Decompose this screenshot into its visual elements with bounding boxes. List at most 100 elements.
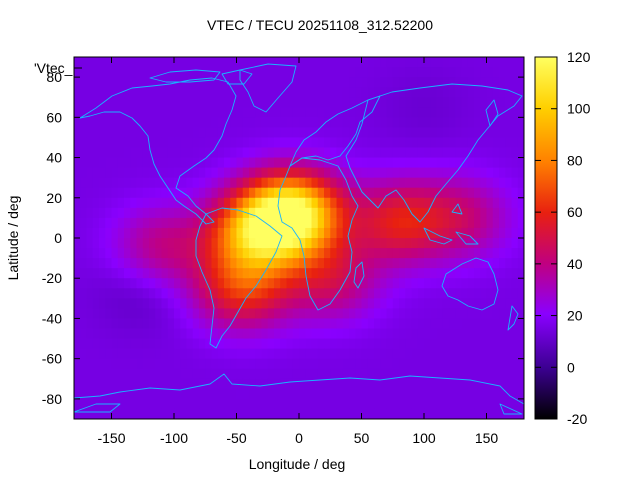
heatmap-cell (374, 117, 381, 128)
heatmap-cell (205, 388, 213, 400)
heatmap-cell (517, 137, 524, 149)
heatmap-cell (192, 408, 200, 419)
heatmap-cell (399, 408, 406, 419)
heatmap-cell (474, 328, 481, 340)
heatmap-cell (261, 378, 269, 390)
heatmap-cell (342, 177, 350, 189)
heatmap-cell (386, 248, 394, 259)
heatmap-cell (149, 77, 156, 88)
heatmap-cell (324, 238, 331, 249)
heatmap-cell (274, 338, 281, 350)
heatmap-cell (286, 207, 294, 219)
heatmap-cell (130, 187, 138, 199)
heatmap-cell (499, 308, 506, 320)
heatmap-cell (492, 87, 500, 98)
heatmap-cell (411, 177, 419, 189)
heatmap-cell (424, 97, 431, 108)
heatmap-cell (511, 358, 519, 370)
heatmap-cell (336, 258, 344, 269)
heatmap-cell (92, 67, 100, 78)
heatmap-cell (386, 187, 394, 199)
heatmap-cell (386, 147, 394, 159)
heatmap-cell (330, 408, 338, 419)
heatmap-cell (230, 408, 238, 419)
heatmap-cell (399, 298, 406, 309)
heatmap-cell (386, 268, 394, 279)
heatmap-cell (342, 348, 350, 360)
heatmap-cell (517, 147, 524, 159)
heatmap-cell (367, 97, 375, 108)
heatmap-cell (467, 278, 475, 289)
heatmap-cell (180, 268, 188, 279)
heatmap-cell (286, 177, 294, 189)
heatmap-cell (299, 227, 306, 239)
heatmap-cell (311, 87, 319, 98)
heatmap-cell (292, 217, 300, 229)
heatmap-cell (167, 328, 175, 340)
heatmap-cell (492, 328, 500, 340)
heatmap-cell (136, 248, 144, 259)
heatmap-cell (167, 288, 175, 299)
heatmap-cell (467, 147, 475, 159)
heatmap-cell (486, 167, 494, 179)
heatmap-cell (99, 308, 106, 320)
heatmap-cell (405, 298, 413, 309)
heatmap-cell (261, 288, 269, 299)
heatmap-cell (324, 187, 331, 199)
heatmap-cell (105, 368, 113, 380)
heatmap-cell (117, 137, 125, 149)
heatmap-cell (142, 398, 150, 410)
heatmap-cell (361, 248, 369, 259)
heatmap-cell (336, 388, 344, 400)
heatmap-cell (149, 398, 156, 410)
heatmap-cell (161, 187, 169, 199)
heatmap-cell (92, 127, 100, 139)
heatmap-cell (130, 378, 138, 390)
heatmap-cell (186, 408, 194, 419)
heatmap-cell (92, 388, 100, 400)
heatmap-cell (324, 278, 331, 289)
heatmap-cell (74, 177, 81, 189)
heatmap-cell (111, 298, 119, 309)
heatmap-cell (399, 318, 406, 330)
heatmap-cell (86, 338, 94, 350)
heatmap-cell (167, 127, 175, 139)
heatmap-cell (424, 308, 431, 320)
heatmap-cell (111, 127, 119, 139)
heatmap-cell (86, 298, 94, 309)
heatmap-cell (349, 278, 356, 289)
heatmap-cell (499, 408, 506, 419)
heatmap-cell (261, 398, 269, 410)
heatmap-cell (167, 117, 175, 128)
heatmap-cell (86, 67, 94, 78)
heatmap-cell (111, 147, 119, 159)
heatmap-cell (142, 167, 150, 179)
heatmap-cell (92, 288, 100, 299)
heatmap-cell (211, 398, 219, 410)
heatmap-cell (355, 117, 363, 128)
heatmap-cell (380, 328, 388, 340)
heatmap-cell (236, 268, 244, 279)
heatmap-cell (211, 57, 219, 68)
heatmap-cell (405, 338, 413, 350)
heatmap-cell (211, 308, 219, 320)
heatmap-cell (317, 318, 325, 330)
heatmap-cell (80, 157, 88, 169)
heatmap-cell (317, 278, 325, 289)
heatmap-cell (155, 248, 163, 259)
heatmap-cell (417, 288, 425, 299)
heatmap-cell (511, 268, 519, 279)
heatmap-cell (317, 378, 325, 390)
heatmap-cell (405, 368, 413, 380)
heatmap-cell (280, 378, 288, 390)
heatmap-cell (505, 67, 513, 78)
heatmap-cell (205, 157, 213, 169)
heatmap-cell (242, 187, 250, 199)
heatmap-cell (374, 137, 381, 149)
heatmap-cell (117, 157, 125, 169)
heatmap-cell (86, 137, 94, 149)
heatmap-cell (486, 147, 494, 159)
heatmap-cell (455, 378, 463, 390)
heatmap-cell (255, 137, 263, 149)
heatmap-cell (455, 358, 463, 370)
